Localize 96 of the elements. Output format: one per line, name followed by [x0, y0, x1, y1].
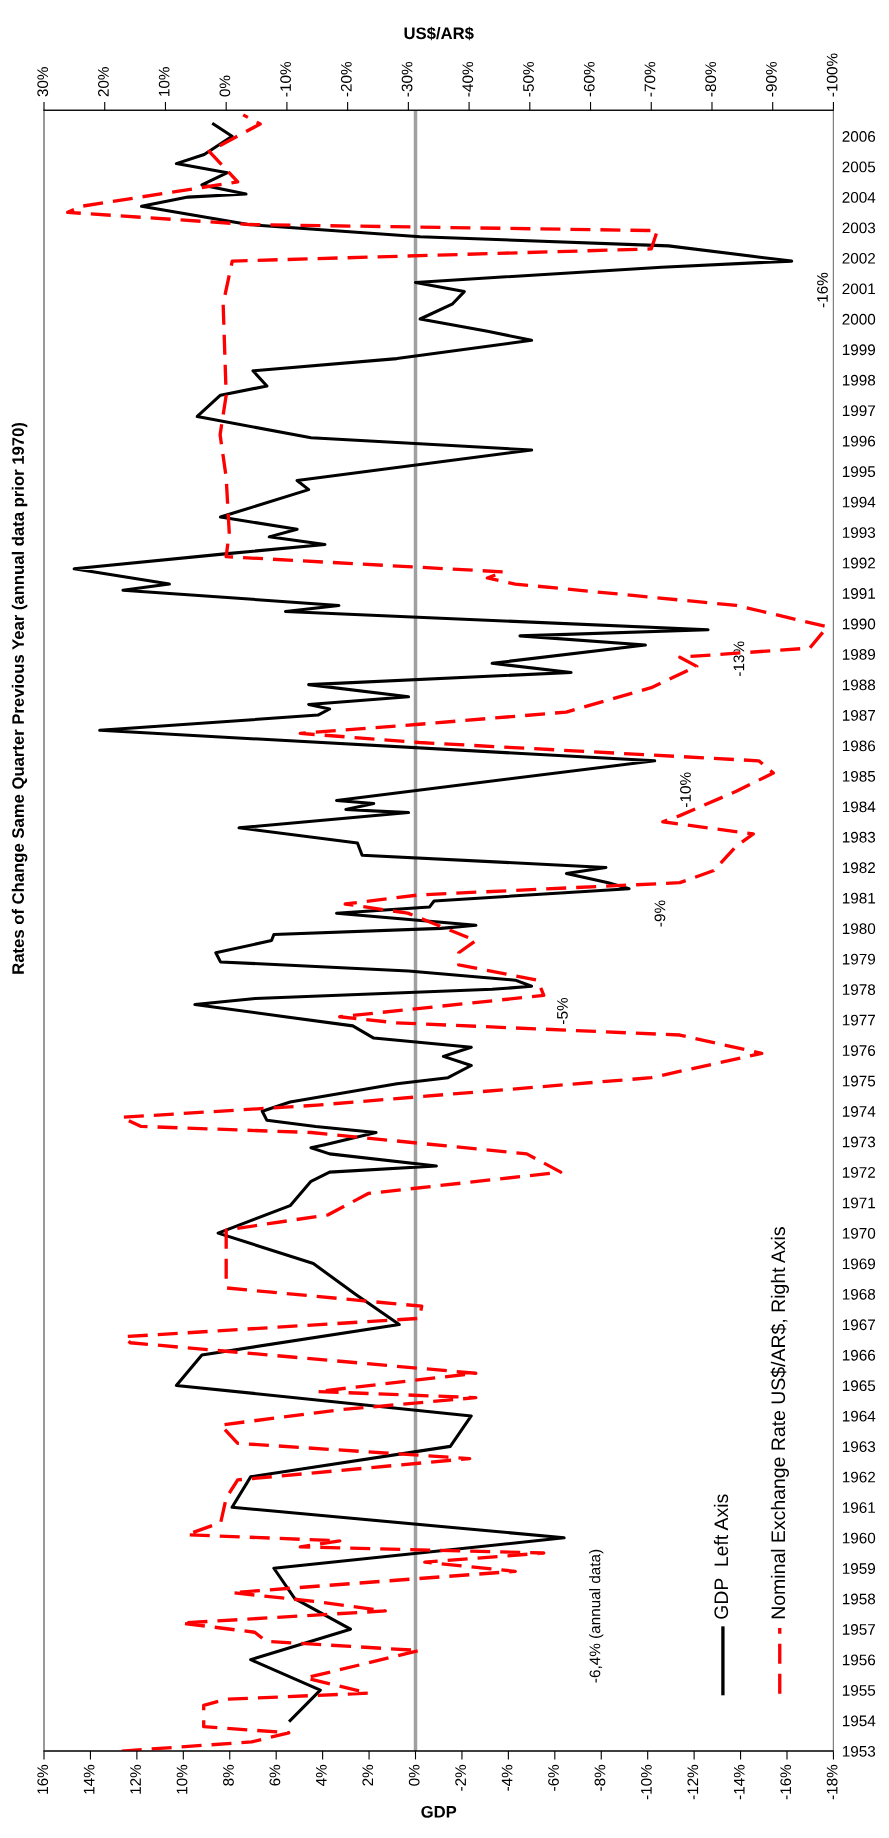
y-tick-label: 1959: [842, 1563, 876, 1574]
y-tick-label: 1995: [842, 466, 876, 478]
x-tick-label: 0%: [408, 1764, 420, 1786]
y-tick-label: 1977: [842, 1014, 875, 1026]
y-tick-label: 1974: [842, 1106, 876, 1117]
x-tick-label: 14%: [83, 1764, 95, 1794]
y-tick-label: 2005: [842, 161, 876, 173]
y-tick-label: 2000: [842, 313, 876, 325]
y-tick-label: 1964: [842, 1410, 876, 1422]
x-tick-label: -10%: [640, 1764, 652, 1800]
y-tick-label: 1958: [842, 1593, 876, 1605]
x-tick-label: 6%: [269, 1764, 281, 1786]
x-tick-label: 4%: [315, 1764, 327, 1786]
text: Rates of Change Same Quarter Previous Year (annual data prior 1970): [11, 422, 28, 974]
y-tick-label: 1980: [842, 923, 876, 935]
y-tick-label: 1997: [842, 405, 875, 417]
x2-tick-label: -70%: [644, 61, 656, 97]
x2-tick-label: -10%: [280, 61, 292, 97]
annotation: -10%: [680, 772, 691, 807]
y-tick-label: 1962: [842, 1471, 875, 1483]
x2-tick-label: -100%: [826, 53, 838, 97]
x-tick-label: 10%: [176, 1764, 188, 1794]
x2-axis-title: US$/AR$: [404, 26, 474, 41]
text: Nominal Exchange Rate US$/AR$, Right Axis: [770, 1227, 789, 1619]
y-tick-label: 1993: [842, 527, 876, 538]
y-tick-label: 1989: [842, 649, 876, 660]
x2-tick-label: -90%: [765, 61, 777, 97]
x-tick-label: -14%: [733, 1764, 745, 1800]
annotation: -9%: [654, 900, 666, 927]
y-tick-label: 1965: [842, 1380, 876, 1392]
y-tick-label: 1999: [842, 344, 876, 356]
y-tick-label: 1992: [842, 557, 875, 569]
x2-tick-label: -40%: [462, 61, 474, 97]
x-tick-label: 2%: [362, 1764, 374, 1786]
y-tick-label: 1991: [842, 588, 876, 599]
y-tick-label: 2002: [842, 252, 875, 264]
y-tick-label: 1985: [842, 770, 876, 782]
y-tick-label: 1972: [842, 1167, 875, 1178]
y-tick-label: 2001: [842, 283, 876, 295]
y-tick-label: 1983: [842, 831, 876, 843]
y-tick-label: 1955: [842, 1684, 876, 1696]
y-tick-label: 2006: [842, 131, 876, 142]
y-tick-label: 1984: [842, 801, 876, 813]
y-tick-label: 1975: [842, 1075, 876, 1087]
x2-tick-label: -30%: [401, 61, 413, 97]
y-tick-label: 2004: [842, 191, 876, 203]
x-tick-label: 8%: [223, 1764, 234, 1786]
y-tick-label: 1994: [842, 496, 876, 508]
annotation: -16%: [817, 272, 828, 308]
x-tick-label: 16%: [37, 1764, 49, 1794]
y-tick-label: 2003: [842, 222, 876, 234]
y-tick-label: 1988: [842, 679, 876, 691]
text: GDP Left Axis: [713, 1494, 729, 1619]
y-tick-label: 1978: [842, 984, 876, 996]
y-tick-label: 1953: [842, 1745, 876, 1757]
y-tick-label: 1961: [842, 1502, 876, 1513]
y-tick-label: 1956: [842, 1654, 876, 1666]
y-tick-label: 1968: [842, 1288, 876, 1300]
y-tick-label: 1987: [842, 709, 875, 721]
x2-tick-label: -50%: [523, 61, 534, 97]
x2-tick-label: 20%: [98, 67, 109, 97]
annotation: -5%: [557, 997, 568, 1024]
x2-tick-label: 0%: [219, 75, 231, 97]
y-tick-label: 1966: [842, 1349, 876, 1361]
y-tick-label: 1973: [842, 1136, 876, 1148]
x2-tick-label: -80%: [705, 61, 717, 97]
y-tick-label: 1969: [842, 1258, 876, 1270]
x-tick-label: -2%: [455, 1764, 466, 1791]
y-tick-label: 1967: [842, 1319, 875, 1331]
x2-tick-label: -60%: [583, 61, 595, 97]
x-tick-label: -12%: [687, 1764, 699, 1800]
y-tick-label: 1981: [842, 892, 876, 904]
y-tick-label: 1954: [842, 1715, 876, 1727]
y-tick-label: 1986: [842, 740, 876, 752]
x2-tick-label: 30%: [37, 67, 49, 97]
y-tick-label: 1998: [842, 374, 876, 386]
x-tick-label: -8%: [594, 1764, 606, 1791]
y-tick-label: 1970: [842, 1227, 876, 1239]
y-tick-label: 1990: [842, 618, 876, 630]
x-axis-title: GDP: [421, 1805, 457, 1818]
x2-tick-label: 10%: [158, 67, 170, 96]
y-tick-label: 1976: [842, 1045, 876, 1056]
y-tick-label: 1979: [842, 953, 876, 965]
x2-tick-label: -20%: [340, 61, 352, 97]
x-tick-label: -4%: [501, 1764, 513, 1791]
y-tick-label: 1982: [842, 862, 875, 874]
y-tick-label: 1963: [842, 1441, 876, 1453]
annotation: -6,4% (annual data): [589, 1549, 604, 1683]
x-tick-label: -16%: [780, 1764, 792, 1800]
x-tick-label: -6%: [548, 1764, 559, 1791]
y-tick-label: 1957: [842, 1624, 875, 1635]
x-tick-label: 12%: [130, 1764, 141, 1794]
y-tick-label: 1960: [842, 1532, 876, 1544]
y-tick-label: 1971: [842, 1197, 876, 1209]
y-tick-label: 1996: [842, 435, 876, 447]
x-tick-label: -18%: [826, 1764, 838, 1800]
